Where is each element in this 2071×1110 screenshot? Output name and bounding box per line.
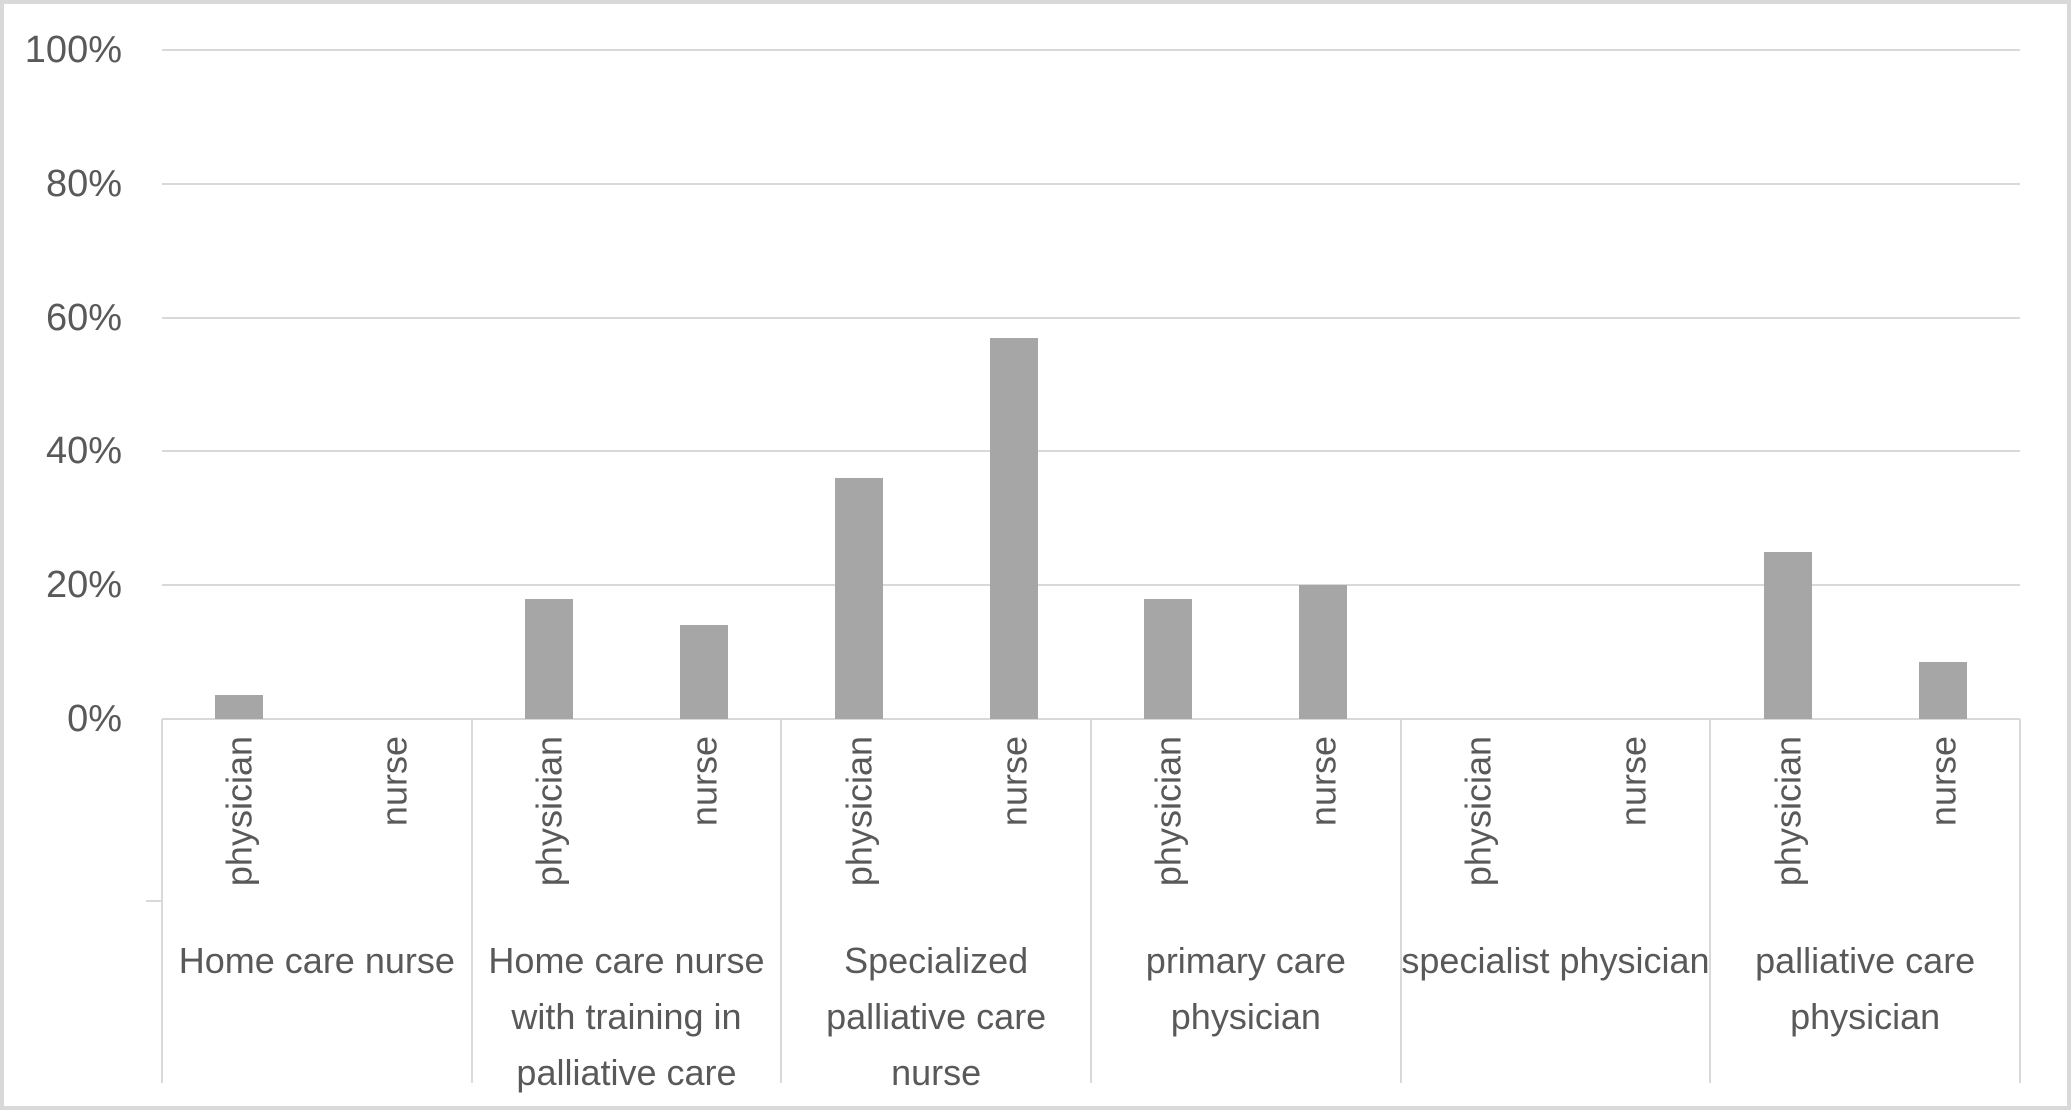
bar-sublabel: nurse — [992, 736, 1034, 827]
bar-sublabel: nurse — [683, 736, 725, 827]
group-category-label: palliative care physician — [1755, 940, 1976, 1037]
y-axis-tick-label: 100% — [24, 29, 122, 71]
category-separator — [2019, 719, 2021, 1083]
bar — [835, 478, 883, 719]
category-separator — [161, 719, 163, 1083]
bar-sublabel: nurse — [1302, 736, 1344, 827]
group-category-label: Home care nurse with training in palliat… — [488, 940, 765, 1093]
bar-sublabel: physician — [218, 736, 260, 887]
bar-sublabel: nurse — [1921, 736, 1963, 827]
category-separator — [780, 719, 782, 1083]
bar-sublabel: physician — [1147, 736, 1189, 887]
tier-tick — [146, 900, 162, 902]
bar — [525, 599, 573, 719]
bar-sublabel: physician — [528, 736, 570, 887]
bar — [680, 625, 728, 719]
bar-sublabel: nurse — [373, 736, 415, 827]
category-separator — [1400, 719, 1402, 1083]
bar — [1144, 599, 1192, 719]
bar — [990, 338, 1038, 719]
bar — [1764, 552, 1812, 719]
y-axis-tick-label: 0% — [67, 698, 122, 740]
group-category-label: specialist physician — [1401, 940, 1710, 981]
y-axis-tick-label: 20% — [45, 564, 122, 606]
y-axis-tick-label: 40% — [45, 430, 122, 472]
category-separator — [1090, 719, 1092, 1083]
bar-sublabel: nurse — [1612, 736, 1654, 827]
bar-sublabel: physician — [1767, 736, 1809, 887]
bar — [1919, 662, 1967, 719]
category-separator — [471, 719, 473, 1083]
gridline — [162, 49, 2020, 51]
group-category-label: Home care nurse — [178, 940, 455, 981]
bar — [1299, 585, 1347, 719]
gridline — [162, 317, 2020, 319]
gridline — [162, 450, 2020, 452]
group-category-label: Specialized palliative care nurse — [826, 940, 1047, 1093]
bar-sublabel: physician — [1457, 736, 1499, 887]
category-separator — [1709, 719, 1711, 1083]
bar — [215, 695, 263, 719]
bar-sublabel: physician — [838, 736, 880, 887]
y-axis-tick-label: 60% — [45, 297, 122, 339]
gridline — [162, 183, 2020, 185]
y-axis-tick-label: 80% — [45, 163, 122, 205]
gridline — [162, 584, 2020, 586]
group-category-label: primary care physician — [1145, 940, 1346, 1037]
